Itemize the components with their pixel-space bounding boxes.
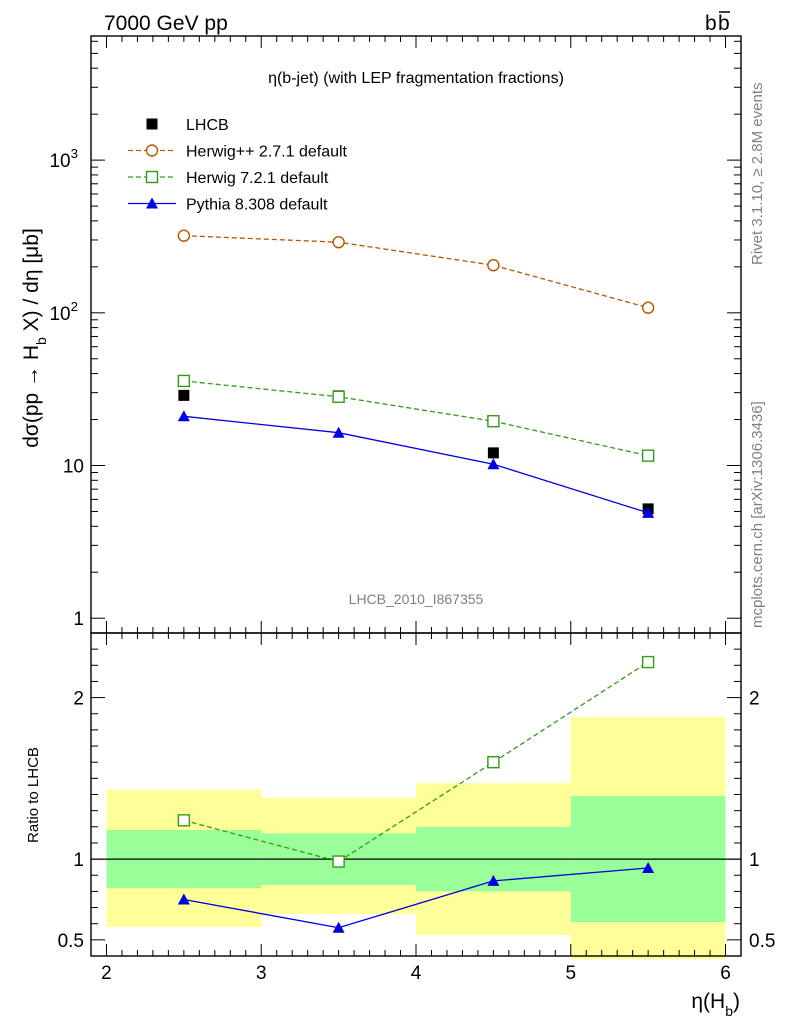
main-point-herwig-2-7-1-default-1	[177, 229, 191, 242]
ratio-point-pythia-8-308-default-4	[642, 861, 655, 873]
mcplots-label: mcplots.cern.ch [arXiv:1306.3436]	[749, 401, 766, 628]
legend-marker-pythia-8-308-default	[146, 197, 158, 209]
main-series-line-herwig-2-7-1-default	[183, 235, 649, 309]
ratio-series-line-pythia-8-308-default	[183, 867, 649, 929]
x-axis-label: η(Hb)	[691, 990, 740, 1019]
ratio-y-axis-label: Ratio to LHCB	[25, 747, 42, 843]
ratio-y-tick-label-left-1: 1	[73, 850, 84, 871]
legend-marker-herwig-2-7-1-default	[145, 144, 159, 157]
legend-entry-herwig-7-2-1-default: Herwig 7.2.1 default	[128, 170, 329, 187]
ratio-point-herwig-7-2-1-default-3	[487, 756, 500, 769]
axis-ticks	[91, 36, 741, 957]
plot-title: η(b-jet) (with LEP fragmentation fractio…	[268, 70, 564, 87]
ratio-y-tick-label-right-0.5: 0.5	[749, 931, 775, 952]
x-tick-label-6: 6	[720, 963, 731, 984]
main-point-pythia-8-308-default-3	[487, 458, 500, 470]
x-tick-label-5: 5	[565, 963, 576, 984]
main-series-line-herwig-7-2-1-default	[183, 380, 649, 457]
ratio-point-herwig-7-2-1-default-2	[332, 855, 345, 868]
main-point-herwig-7-2-1-default-3	[487, 415, 500, 428]
main-point-herwig-2-7-1-default-2	[332, 236, 345, 249]
legend-entry-pythia-8-308-default: Pythia 8.308 default	[128, 197, 328, 214]
legend-marker-lhcb	[146, 118, 158, 130]
legend-label-lhcb: LHCB	[186, 117, 229, 134]
ratio-point-herwig-7-2-1-default-1	[177, 814, 191, 827]
main-series	[177, 229, 655, 518]
tick-labels: 1 10 102 103 0.5 0.5 1 1 2 2 2 3 4 5 6	[49, 146, 775, 984]
ratio-point-pythia-8-308-default-2	[332, 921, 345, 933]
ratio-point-pythia-8-308-default-3	[487, 874, 500, 886]
x-tick-label-3: 3	[256, 963, 267, 984]
main-point-herwig-7-2-1-default-2	[332, 390, 345, 403]
process-label: b b	[705, 11, 730, 35]
main-y-axis-label: dσ(pp → Hb X) / dη [μb]	[20, 228, 49, 448]
ratio-y-tick-label-left-2: 2	[73, 689, 84, 710]
ratio-series-pythia-8-308-default	[177, 861, 655, 933]
main-point-lhcb-3	[487, 447, 499, 459]
main-y-tick-label-1: 1	[73, 609, 84, 630]
main-point-herwig-2-7-1-default-4	[641, 301, 655, 314]
main-point-lhcb-1	[178, 389, 190, 401]
ratio-series-line-herwig-7-2-1-default	[183, 661, 649, 863]
main-series-pythia-8-308-default	[177, 410, 655, 518]
legend-label-herwig-7-2-1-default: Herwig 7.2.1 default	[186, 170, 329, 187]
ratio-point-pythia-8-308-default-1	[177, 893, 190, 905]
ratio-series-herwig-7-2-1-default	[177, 655, 655, 868]
energy-label: 7000 GeV pp	[104, 12, 228, 35]
process-label-bbar: b	[718, 12, 730, 35]
legend-entry-lhcb: LHCB	[146, 117, 229, 134]
rivet-label: Rivet 3.1.10, ≥ 2.8M events	[749, 83, 766, 266]
ratio-y-tick-label-left-0.5: 0.5	[58, 931, 84, 952]
main-point-pythia-8-308-default-2	[332, 426, 345, 438]
process-label-b: b	[705, 12, 717, 35]
main-series-herwig-2-7-1-default	[177, 229, 655, 314]
legend-entry-herwig-2-7-1-default: Herwig++ 2.7.1 default	[128, 144, 348, 161]
analysis-watermark: LHCB_2010_I867355	[349, 591, 484, 607]
x-tick-label-2: 2	[101, 963, 112, 984]
legend-label-pythia-8-308-default: Pythia 8.308 default	[186, 197, 328, 214]
ratio-y-tick-label-right-2: 2	[749, 689, 760, 710]
legend-label-herwig-2-7-1-default: Herwig++ 2.7.1 default	[186, 144, 348, 161]
legend: LHCB Herwig++ 2.7.1 default Herwig 7.2.1 d…	[128, 117, 348, 214]
x-tick-label-4: 4	[411, 963, 422, 984]
main-point-pythia-8-308-default-1	[177, 410, 190, 422]
main-point-pythia-8-308-default-4	[642, 506, 655, 518]
main-series-herwig-7-2-1-default	[177, 374, 655, 462]
main-series-line-pythia-8-308-default	[183, 415, 649, 514]
main-y-tick-label-10: 10	[63, 457, 84, 478]
main-y-tick-label-1000: 103	[49, 146, 78, 172]
ratio-y-tick-label-right-1: 1	[749, 850, 760, 871]
main-y-tick-label-100: 102	[49, 299, 78, 325]
main-point-herwig-7-2-1-default-4	[641, 449, 655, 462]
legend-marker-herwig-7-2-1-default	[145, 170, 159, 184]
ratio-point-herwig-7-2-1-default-4	[641, 655, 655, 669]
ratio-bands	[106, 716, 726, 960]
main-point-herwig-2-7-1-default-3	[487, 259, 500, 272]
main-point-herwig-7-2-1-default-1	[177, 374, 191, 388]
ratio-series	[177, 655, 655, 933]
